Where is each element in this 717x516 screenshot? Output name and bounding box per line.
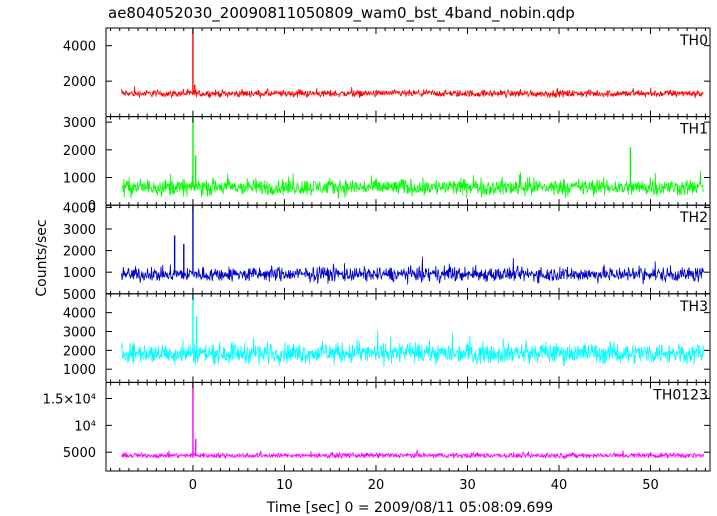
x-tick-label: 30 — [459, 478, 476, 493]
panel-label: TH2 — [679, 210, 708, 226]
panel-frame — [105, 381, 711, 472]
x-tick-label: 20 — [368, 478, 385, 493]
y-tick-label: 5000 — [63, 288, 96, 303]
y-tick-label: 2000 — [63, 245, 96, 260]
panel-th2: 1000 2000 3000 4000 TH2 — [63, 201, 711, 295]
y-tick-label: 1000 — [63, 266, 96, 281]
y-tick-label: 3000 — [63, 116, 96, 131]
panel-th0: 2000 4000 TH0 — [63, 27, 711, 118]
panel-label: TH0 — [679, 33, 708, 49]
y-tick-label: 2000 — [63, 344, 96, 359]
chart-title: ae804052030_20090811050809_wam0_bst_4ban… — [108, 4, 575, 23]
y-tick-label: 3000 — [63, 223, 96, 238]
panel-frame — [105, 27, 711, 118]
lightcurve-trace — [121, 256, 704, 285]
panel-th1: 0 1000 2000 3000 TH1 — [63, 116, 711, 214]
panel-th0123: 5000 10⁴ 1.5×10⁴ TH0123 — [43, 381, 711, 472]
lightcurve-trace — [121, 86, 704, 99]
x-axis-label: Time [sec] 0 = 2009/08/11 05:08:09.699 — [266, 500, 553, 516]
y-tick-label: 4000 — [63, 307, 96, 322]
y-tick-label: 4000 — [63, 40, 96, 55]
lightcurve-trace — [121, 330, 704, 368]
x-tick-label: 50 — [642, 478, 659, 493]
y-tick-label: 10⁴ — [74, 419, 96, 434]
lightcurve-trace — [121, 449, 704, 460]
y-tick-label: 2000 — [63, 144, 96, 159]
y-tick-label: 1.5×10⁴ — [43, 393, 96, 408]
panel-label: TH1 — [679, 122, 708, 138]
y-axis-label: Counts/sec — [34, 219, 50, 296]
chart-panels: 2000 4000 TH0 0 1000 2000 3000 TH1 1000 2000 3000 4… — [43, 27, 711, 493]
y-tick-label: 5000 — [63, 446, 96, 461]
panel-label: TH3 — [679, 299, 708, 315]
y-tick-label: 3000 — [63, 326, 96, 341]
y-tick-label: 0 — [88, 199, 96, 214]
y-tick-label: 1000 — [63, 172, 96, 187]
panel-label: TH0123 — [652, 387, 708, 403]
x-tick-label: 10 — [276, 478, 293, 493]
x-tick-label: 40 — [551, 478, 568, 493]
y-tick-label: 4000 — [63, 201, 96, 216]
y-tick-label: 2000 — [63, 75, 96, 90]
lightcurve-trace — [121, 170, 704, 199]
x-tick-label: 0 — [189, 478, 197, 493]
panel-th3: 1000 2000 3000 4000 5000 TH3 — [63, 288, 711, 383]
y-tick-label: 1000 — [63, 363, 96, 378]
